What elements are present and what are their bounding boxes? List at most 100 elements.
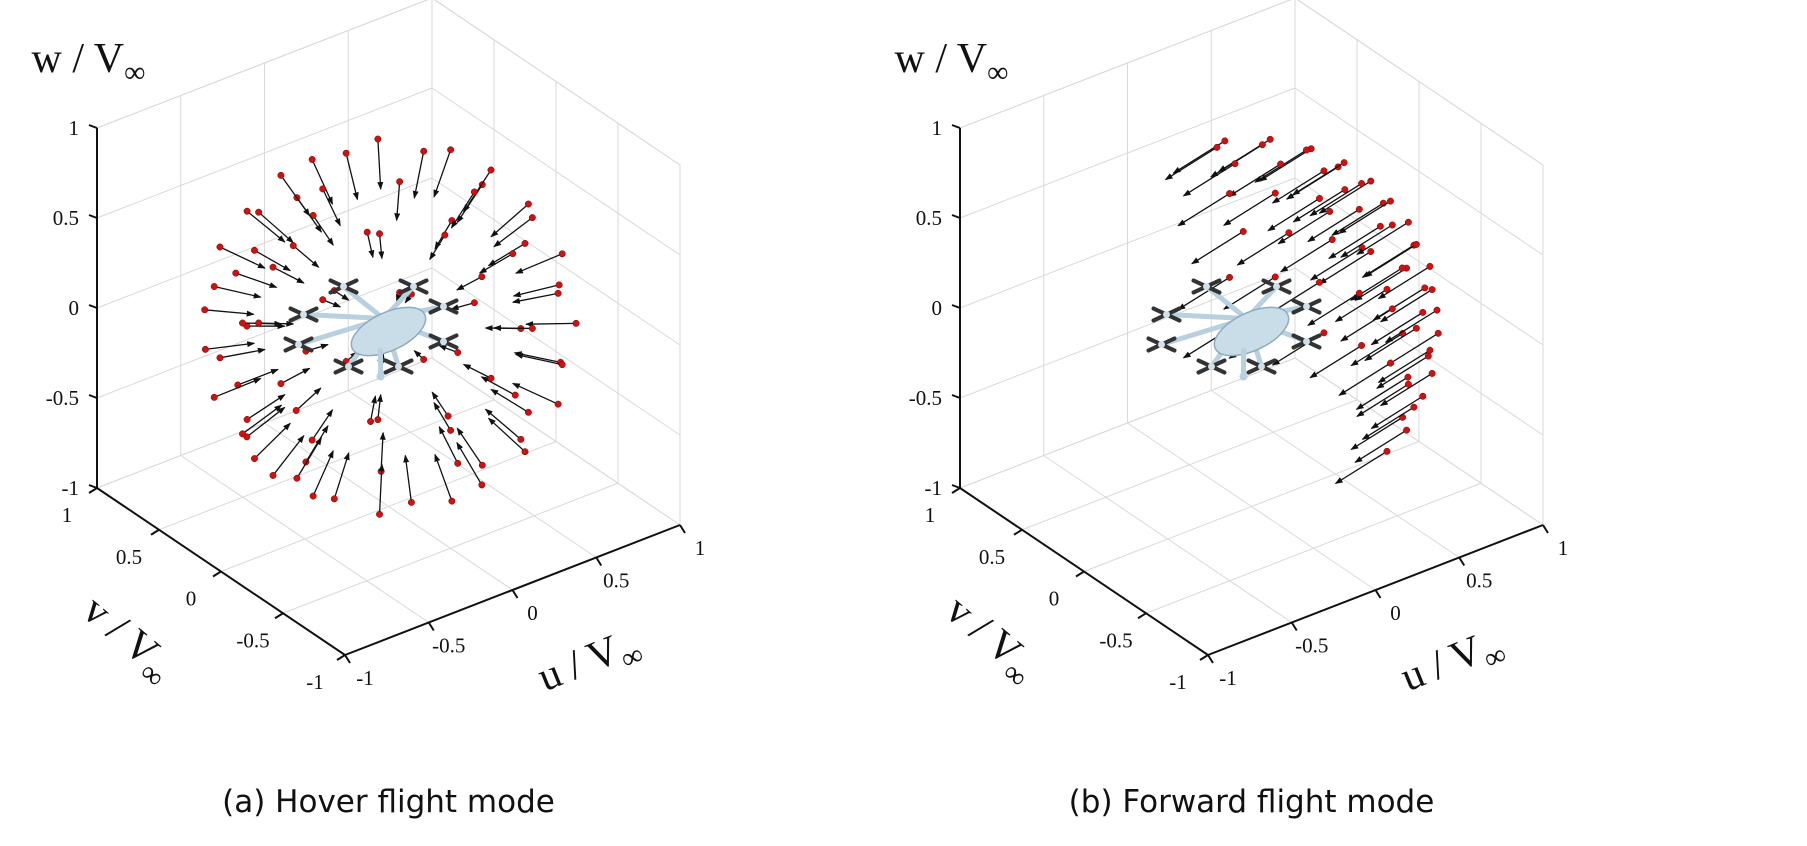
v-tick-label: 0.5: [979, 545, 1005, 569]
u-tick-label: 0: [1390, 601, 1401, 625]
sample-point: [1387, 359, 1394, 367]
gridline: [959, 87, 1296, 219]
sample-point: [309, 492, 317, 500]
u-axis-title-main: u / V: [532, 627, 626, 701]
sample-point: [1398, 264, 1406, 272]
sample-point: [1367, 248, 1375, 256]
velocity-arrow: [1384, 309, 1438, 343]
w-axis-title: w / V∞: [895, 36, 1009, 89]
box-edge: [1297, 0, 1544, 166]
velocity-arrow: [450, 302, 475, 311]
v-tick-label: -0.5: [1099, 628, 1132, 652]
velocity-arrow: [462, 363, 492, 379]
velocity-arrow: [433, 149, 452, 198]
u-tick: [595, 556, 603, 567]
u-tick: [1207, 654, 1214, 664]
sample-point: [1412, 324, 1420, 332]
sample-point: [524, 408, 532, 416]
gridline: [1294, 357, 1544, 526]
velocity-arrow: [1267, 197, 1320, 232]
v-tick: [1199, 654, 1209, 661]
sample-point: [1428, 286, 1436, 294]
velocity-arrow: [1377, 265, 1431, 300]
velocity-arrow: [1338, 362, 1391, 396]
velocity-arrow: [1356, 221, 1409, 255]
velocity-arrow: [254, 422, 291, 460]
v-tick: [212, 570, 222, 578]
sample-point: [201, 306, 209, 314]
velocity-arrow: [246, 394, 286, 421]
w-tick: [951, 484, 961, 489]
sample-point: [293, 474, 301, 482]
sample-point: [447, 426, 455, 434]
u-tick-label: -1: [1219, 666, 1237, 690]
velocity-arrow: [1334, 450, 1388, 485]
velocity-arrow: [280, 174, 311, 217]
sample-point: [1320, 167, 1328, 175]
velocity-arrow: [513, 351, 561, 363]
v-tick-label: 0: [1049, 587, 1060, 611]
sample-point: [1388, 305, 1396, 313]
velocity-arrow: [246, 210, 286, 243]
velocity-arrow: [1258, 148, 1312, 182]
velocity-arrow: [219, 246, 266, 269]
rotor-icon: [1291, 298, 1322, 315]
velocity-arrow: [295, 387, 322, 411]
velocity-arrow: [296, 436, 322, 479]
u-tick-label: -1: [356, 666, 374, 690]
landing-gear-wheel: [376, 372, 385, 381]
sample-point: [1221, 137, 1229, 145]
velocity-arrow: [378, 233, 385, 260]
v-tick: [1075, 570, 1085, 578]
gridline: [431, 357, 681, 526]
sample-point: [1226, 273, 1234, 281]
velocity-arrow: [512, 284, 560, 298]
sample-point: [444, 412, 452, 420]
velocity-arrow: [394, 181, 401, 222]
velocity-arrow: [514, 353, 563, 366]
u-tick-label: -0.5: [432, 634, 465, 658]
sample-point: [1341, 186, 1349, 194]
rotor-hub: [340, 283, 347, 290]
v-tick: [150, 528, 160, 536]
v-axis-title: v / V∞: [932, 587, 1046, 695]
velocity-arrow: [214, 285, 262, 299]
sample-point: [269, 471, 277, 479]
velocity-arrow: [1291, 162, 1345, 196]
w-tick-label: 1: [69, 116, 80, 140]
sample-point: [420, 356, 428, 363]
gridline: [959, 177, 1296, 309]
v-tick: [88, 487, 98, 494]
velocity-arrow: [366, 232, 375, 259]
sample-point: [1231, 160, 1239, 168]
rotor-hub: [1258, 363, 1265, 370]
sample-point: [1316, 195, 1323, 202]
w-tick: [88, 484, 98, 489]
velocity-arrow: [525, 321, 577, 328]
velocity-arrow: [242, 404, 283, 435]
sample-point: [1258, 141, 1266, 149]
sample-point: [454, 459, 462, 467]
v-tick: [1013, 528, 1023, 536]
gridline: [96, 87, 433, 219]
velocity-arrow: [456, 441, 483, 486]
rotor-arm: [301, 312, 386, 321]
sample-point: [1213, 143, 1221, 151]
sample-point: [448, 497, 456, 505]
sample-point: [232, 269, 240, 277]
v-tick: [951, 487, 961, 494]
v-tick-label: 0: [186, 587, 197, 611]
w-tick-label: -0.5: [46, 386, 79, 410]
velocity-arrow: [511, 292, 559, 304]
rotor-arm: [1204, 284, 1249, 321]
gridline: [1210, 390, 1460, 558]
velocity-arrow: [1376, 355, 1429, 389]
rotor-hub: [1208, 363, 1215, 370]
velocity-arrow: [280, 367, 311, 385]
sample-point: [524, 200, 532, 208]
velocity-arrow: [1309, 247, 1363, 281]
rotor-icon: [1196, 358, 1227, 375]
sample-point: [396, 178, 404, 186]
sample-point: [1355, 289, 1363, 297]
